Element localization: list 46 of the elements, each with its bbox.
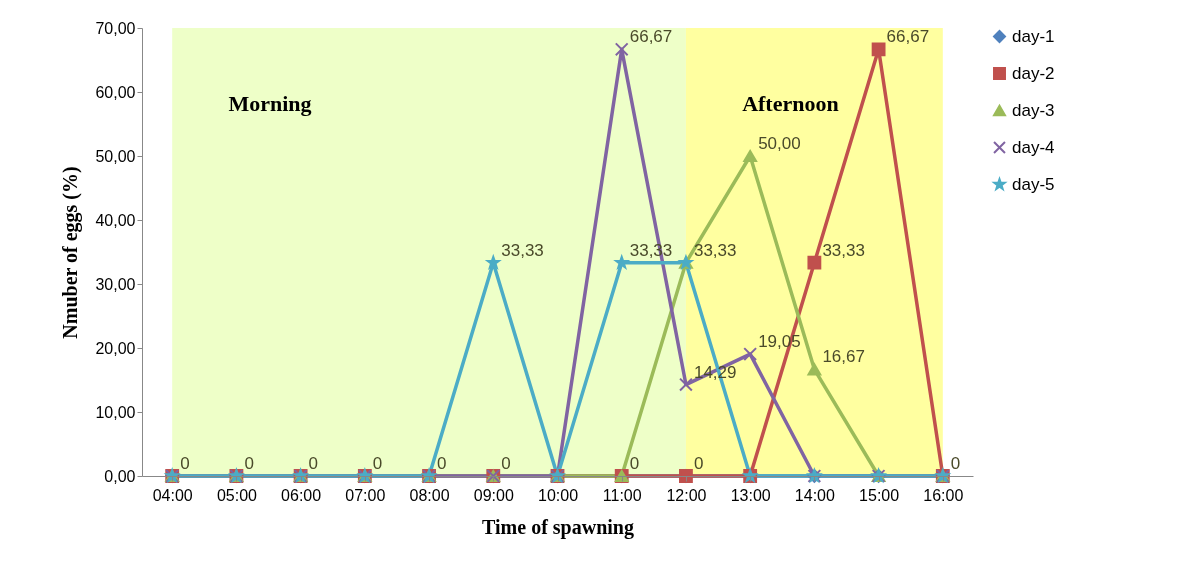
data-label: 0 [244, 454, 254, 473]
data-label: 33,33 [822, 240, 865, 260]
data-label: 0 [501, 454, 511, 473]
data-label: 66,67 [629, 27, 673, 47]
y-axis-title: Nmuber of eggs (%) [59, 166, 83, 339]
legend-label: day-5 [1012, 174, 1055, 194]
y-tick-label: 70,00 [95, 19, 136, 37]
x-tick-label: 11:00 [602, 486, 642, 504]
data-label: 0 [308, 454, 319, 473]
y-tick-label: 10,00 [95, 403, 136, 421]
data-label: 0 [693, 454, 704, 473]
band-label: Afternoon [742, 91, 839, 117]
x-tick-label: 12:00 [666, 486, 707, 504]
x-tick-label: 10:00 [537, 486, 579, 504]
x-tick-label: 16:00 [923, 486, 964, 504]
data-label: 16,67 [822, 347, 865, 367]
x-tick-label: 14:00 [794, 486, 835, 504]
x-tick-label: 05:00 [216, 486, 258, 504]
data-label: 0 [950, 454, 961, 473]
x-tick-label: 09:00 [473, 486, 514, 504]
y-tick-label: 50,00 [95, 147, 136, 165]
data-label: 50,00 [758, 134, 801, 153]
y-tick-label: 20,00 [95, 339, 136, 357]
x-tick-label: 07:00 [345, 486, 386, 504]
x-tick-label: 08:00 [409, 486, 450, 504]
x-tick-label: 06:00 [281, 486, 322, 504]
data-label: 0 [629, 454, 640, 473]
band-label: Morning [228, 91, 312, 117]
y-tick-label: 40,00 [95, 211, 136, 229]
data-label: 33,33 [501, 240, 544, 260]
y-tick-label: 60,00 [95, 83, 136, 101]
data-label: 0 [372, 454, 383, 473]
data-label: 0 [180, 454, 190, 473]
legend-label: day-1 [1012, 26, 1055, 46]
legend-label: day-2 [1012, 63, 1055, 83]
y-tick-label: 30,00 [95, 275, 136, 293]
y-tick-label: 0,00 [104, 467, 136, 485]
x-axis-title: Time of spawning [482, 515, 634, 539]
data-label: 33,33 [693, 240, 737, 260]
x-tick-label: 13:00 [730, 486, 771, 504]
x-tick-label: 15:00 [859, 486, 900, 504]
data-label: 0 [437, 454, 447, 473]
legend-label: day-3 [1012, 100, 1055, 120]
data-label: 66,67 [886, 27, 930, 47]
legend-label: day-4 [1012, 137, 1055, 157]
x-tick-label: 04:00 [152, 486, 193, 504]
